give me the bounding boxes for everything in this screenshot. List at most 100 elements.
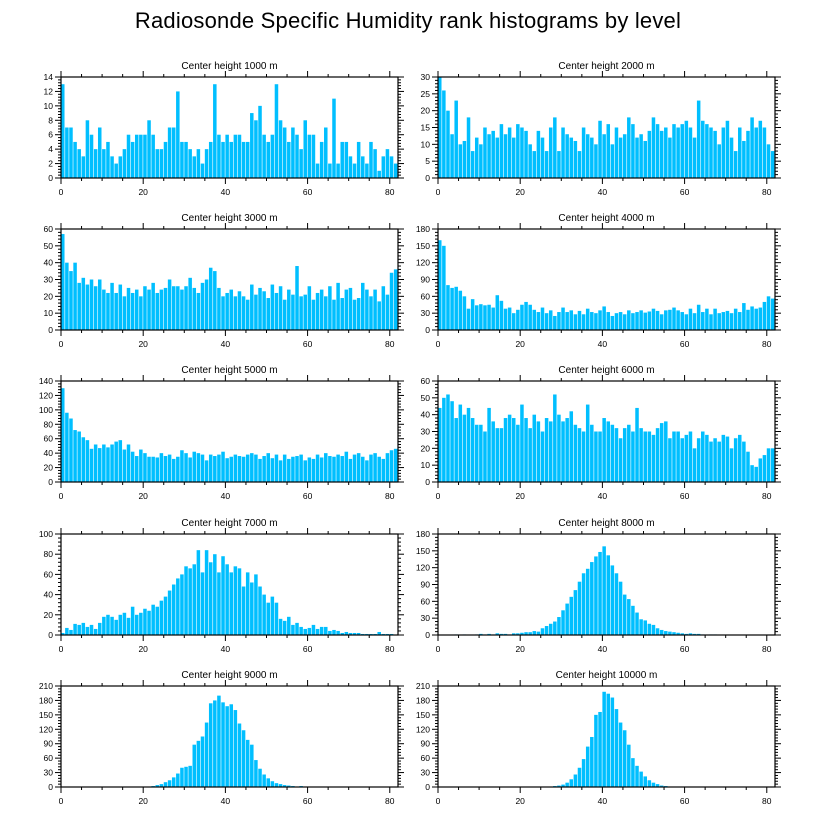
histogram-bar [118, 440, 123, 482]
histogram-bar [758, 307, 763, 330]
histogram-bar [258, 586, 262, 635]
y-tick-label: 30 [421, 613, 431, 623]
histogram-bar [139, 449, 143, 482]
plot-frame [437, 685, 776, 788]
histogram-bar [618, 438, 623, 482]
histogram-bar [651, 782, 656, 787]
histogram-bar [85, 440, 90, 482]
histogram-bar [573, 424, 578, 482]
histogram-bar [180, 141, 184, 178]
histogram-bar [684, 434, 689, 482]
histogram-bar [651, 624, 656, 635]
histogram-bar [373, 289, 377, 330]
histogram-bar [139, 134, 143, 178]
histogram-bar [229, 572, 234, 635]
histogram-bar [688, 431, 693, 482]
x-tick-label: 0 [59, 187, 64, 197]
histogram-bar [598, 431, 602, 482]
histogram-bar [159, 600, 164, 635]
x-tick-label: 20 [515, 644, 525, 654]
histogram-bar [373, 149, 377, 178]
panel-title: Center height 9000 m [181, 670, 277, 681]
plot-frame [60, 76, 399, 179]
histogram-bar [520, 632, 524, 635]
histogram-bar [106, 141, 110, 178]
histogram-bar [287, 616, 291, 635]
histogram-bar [307, 457, 312, 482]
histogram-bar [594, 431, 598, 482]
histogram-bar [278, 286, 283, 330]
histogram-bar [668, 309, 672, 330]
y-tick-label: 60 [44, 569, 54, 579]
histogram-bar [758, 120, 763, 178]
panel-title: Center height 6000 m [558, 365, 654, 376]
histogram-bar [622, 428, 627, 482]
histogram-bar [167, 590, 172, 635]
histogram-bar [307, 627, 312, 635]
x-tick-label: 20 [515, 796, 525, 806]
histogram-bar [114, 163, 118, 178]
y-tick-label: 150 [39, 710, 53, 720]
histogram-bar [520, 404, 524, 482]
histogram-bar [639, 134, 643, 178]
histogram-bar [532, 414, 537, 482]
histogram-bar [118, 614, 123, 635]
histogram-bar [307, 134, 312, 178]
histogram-bar [643, 140, 647, 178]
x-tick-label: 20 [138, 644, 148, 654]
histogram-bar [319, 289, 324, 330]
histogram-bar [213, 700, 217, 787]
histogram-bar [524, 418, 528, 482]
x-tick-label: 0 [59, 491, 64, 501]
x-tick-label: 80 [762, 491, 772, 501]
histogram-bar [373, 453, 377, 482]
histogram-bar [225, 134, 229, 178]
histogram-bar [729, 313, 734, 330]
x-tick-label: 80 [762, 644, 772, 654]
histogram-bar [680, 312, 684, 330]
y-tick-label: 0 [48, 477, 53, 487]
histogram-bar [577, 428, 582, 482]
y-tick-label: 25 [421, 89, 431, 99]
histogram-bar [729, 137, 734, 178]
y-tick-label: 0 [48, 173, 53, 183]
histogram-bar [647, 780, 652, 787]
histogram-bar [167, 454, 172, 482]
histogram-bar [446, 110, 450, 178]
panel-10: Center height 10000 m 0 20 40 60 80 0 30 60 90 120… [416, 670, 781, 806]
histogram-bar [319, 457, 324, 482]
histogram-bar [229, 141, 234, 178]
panel-title: Center height 7000 m [181, 518, 277, 529]
histogram-bar [188, 277, 192, 330]
histogram-bar [130, 141, 135, 178]
histogram-bar [196, 740, 201, 787]
histogram-bar [356, 141, 361, 178]
histogram-bar [381, 286, 386, 330]
histogram-bar [221, 296, 225, 330]
histogram-bar [750, 117, 754, 178]
y-tick-label: 2 [48, 159, 53, 169]
histogram-bar [717, 144, 721, 178]
y-tick-label: 180 [39, 695, 53, 705]
histogram-bar [750, 465, 754, 482]
y-tick-label: 120 [39, 390, 53, 400]
histogram-bar [225, 292, 229, 330]
histogram-bar [315, 292, 320, 330]
y-tick-label: 120 [416, 724, 430, 734]
histogram-bar [680, 124, 684, 178]
y-tick-label: 40 [44, 590, 54, 600]
histogram-bar [61, 234, 65, 330]
histogram-bar [352, 632, 357, 635]
y-tick-label: 10 [44, 308, 54, 318]
histogram-bar [462, 140, 467, 178]
histogram-bar [606, 555, 611, 635]
histogram-bar [81, 156, 86, 178]
histogram-bar [332, 456, 336, 482]
histogram-bar [287, 141, 291, 178]
histogram-bar [540, 431, 545, 482]
histogram-bar [344, 289, 349, 330]
histogram-bar [622, 594, 627, 635]
histogram-bar [536, 421, 541, 482]
histogram-bar [303, 460, 307, 482]
